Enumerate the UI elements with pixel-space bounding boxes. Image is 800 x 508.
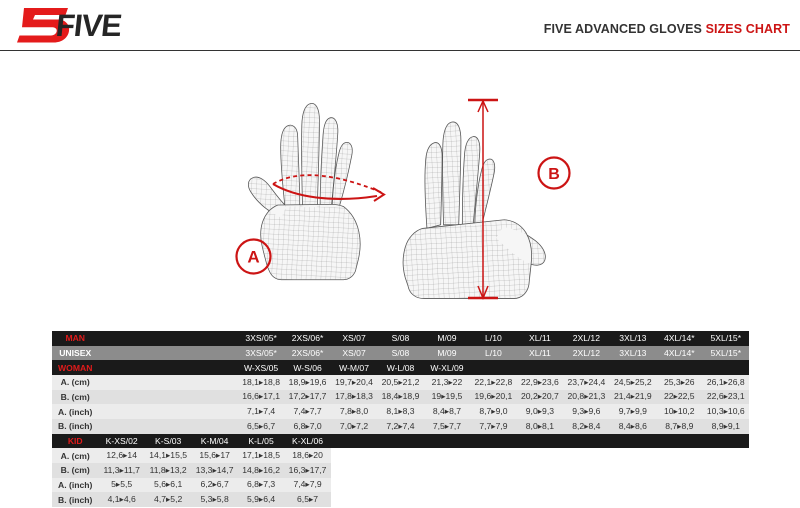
svg-text:B: B: [548, 166, 560, 183]
svg-text:A: A: [247, 247, 259, 266]
